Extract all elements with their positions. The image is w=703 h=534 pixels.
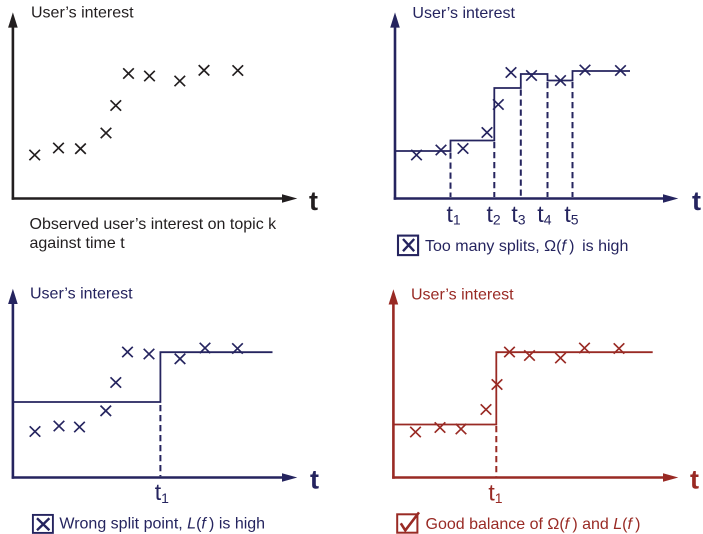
svg-text:t1: t1	[155, 479, 169, 506]
svg-text:User’s interest: User’s interest	[31, 5, 134, 22]
svg-text:t: t	[692, 186, 701, 216]
svg-text:t4: t4	[537, 201, 551, 228]
svg-text:User’s interest: User’s interest	[412, 5, 515, 22]
svg-text:t: t	[310, 465, 319, 495]
svg-text:User’s interest: User’s interest	[411, 286, 514, 303]
svg-text:Observed user’s interest on to: Observed user’s interest on topic k	[30, 216, 278, 233]
svg-text:t: t	[690, 465, 699, 495]
svg-text:t1: t1	[488, 479, 502, 506]
svg-text:Wrong split point, L(f ) is hi: Wrong split point, L(f ) is high	[59, 515, 265, 532]
svg-text:User’s interest: User’s interest	[30, 286, 133, 303]
svg-text:t5: t5	[564, 201, 578, 228]
svg-text:against time t: against time t	[30, 235, 126, 252]
svg-text:t2: t2	[487, 201, 501, 228]
svg-text:t3: t3	[511, 201, 525, 228]
svg-text:t: t	[309, 186, 318, 216]
svg-text:Too many splits, Ω(f ) is hig: Too many splits, Ω(f ) is high	[425, 238, 628, 255]
svg-text:Good balance of Ω(f ) and L(f: Good balance of Ω(f ) and L(f )	[426, 516, 641, 533]
svg-text:t1: t1	[447, 201, 461, 228]
